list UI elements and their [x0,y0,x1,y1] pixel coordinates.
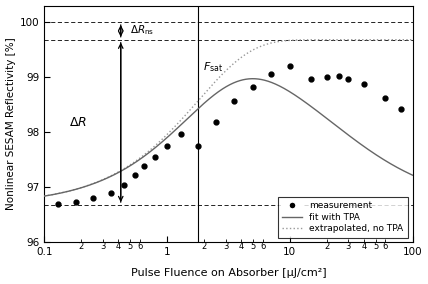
Text: 5: 5 [250,243,256,251]
Text: $\Delta R$: $\Delta R$ [69,116,87,129]
Text: 4: 4 [238,243,244,251]
Text: $F_{\mathregular{sat}}$: $F_{\mathregular{sat}}$ [202,60,223,74]
Text: 6: 6 [137,243,143,251]
X-axis label: Pulse Fluence on Absorber [μJ/cm²]: Pulse Fluence on Absorber [μJ/cm²] [131,268,326,278]
Text: 3: 3 [346,243,351,251]
Text: 4: 4 [361,243,366,251]
Text: $\Delta R_{\mathregular{ns}}$: $\Delta R_{\mathregular{ns}}$ [130,23,154,37]
Text: 2: 2 [79,243,84,251]
Text: 3: 3 [100,243,105,251]
Text: 2: 2 [324,243,330,251]
Text: 4: 4 [116,243,121,251]
Text: 2: 2 [201,243,207,251]
Legend: measurement, fit with TPA, extrapolated, no TPA: measurement, fit with TPA, extrapolated,… [278,197,408,238]
Text: 3: 3 [223,243,228,251]
Y-axis label: Nonlinear SESAM Reflectivity [%]: Nonlinear SESAM Reflectivity [%] [6,38,15,210]
Text: 5: 5 [128,243,133,251]
Text: 6: 6 [383,243,388,251]
Text: 5: 5 [373,243,378,251]
Text: 6: 6 [260,243,265,251]
